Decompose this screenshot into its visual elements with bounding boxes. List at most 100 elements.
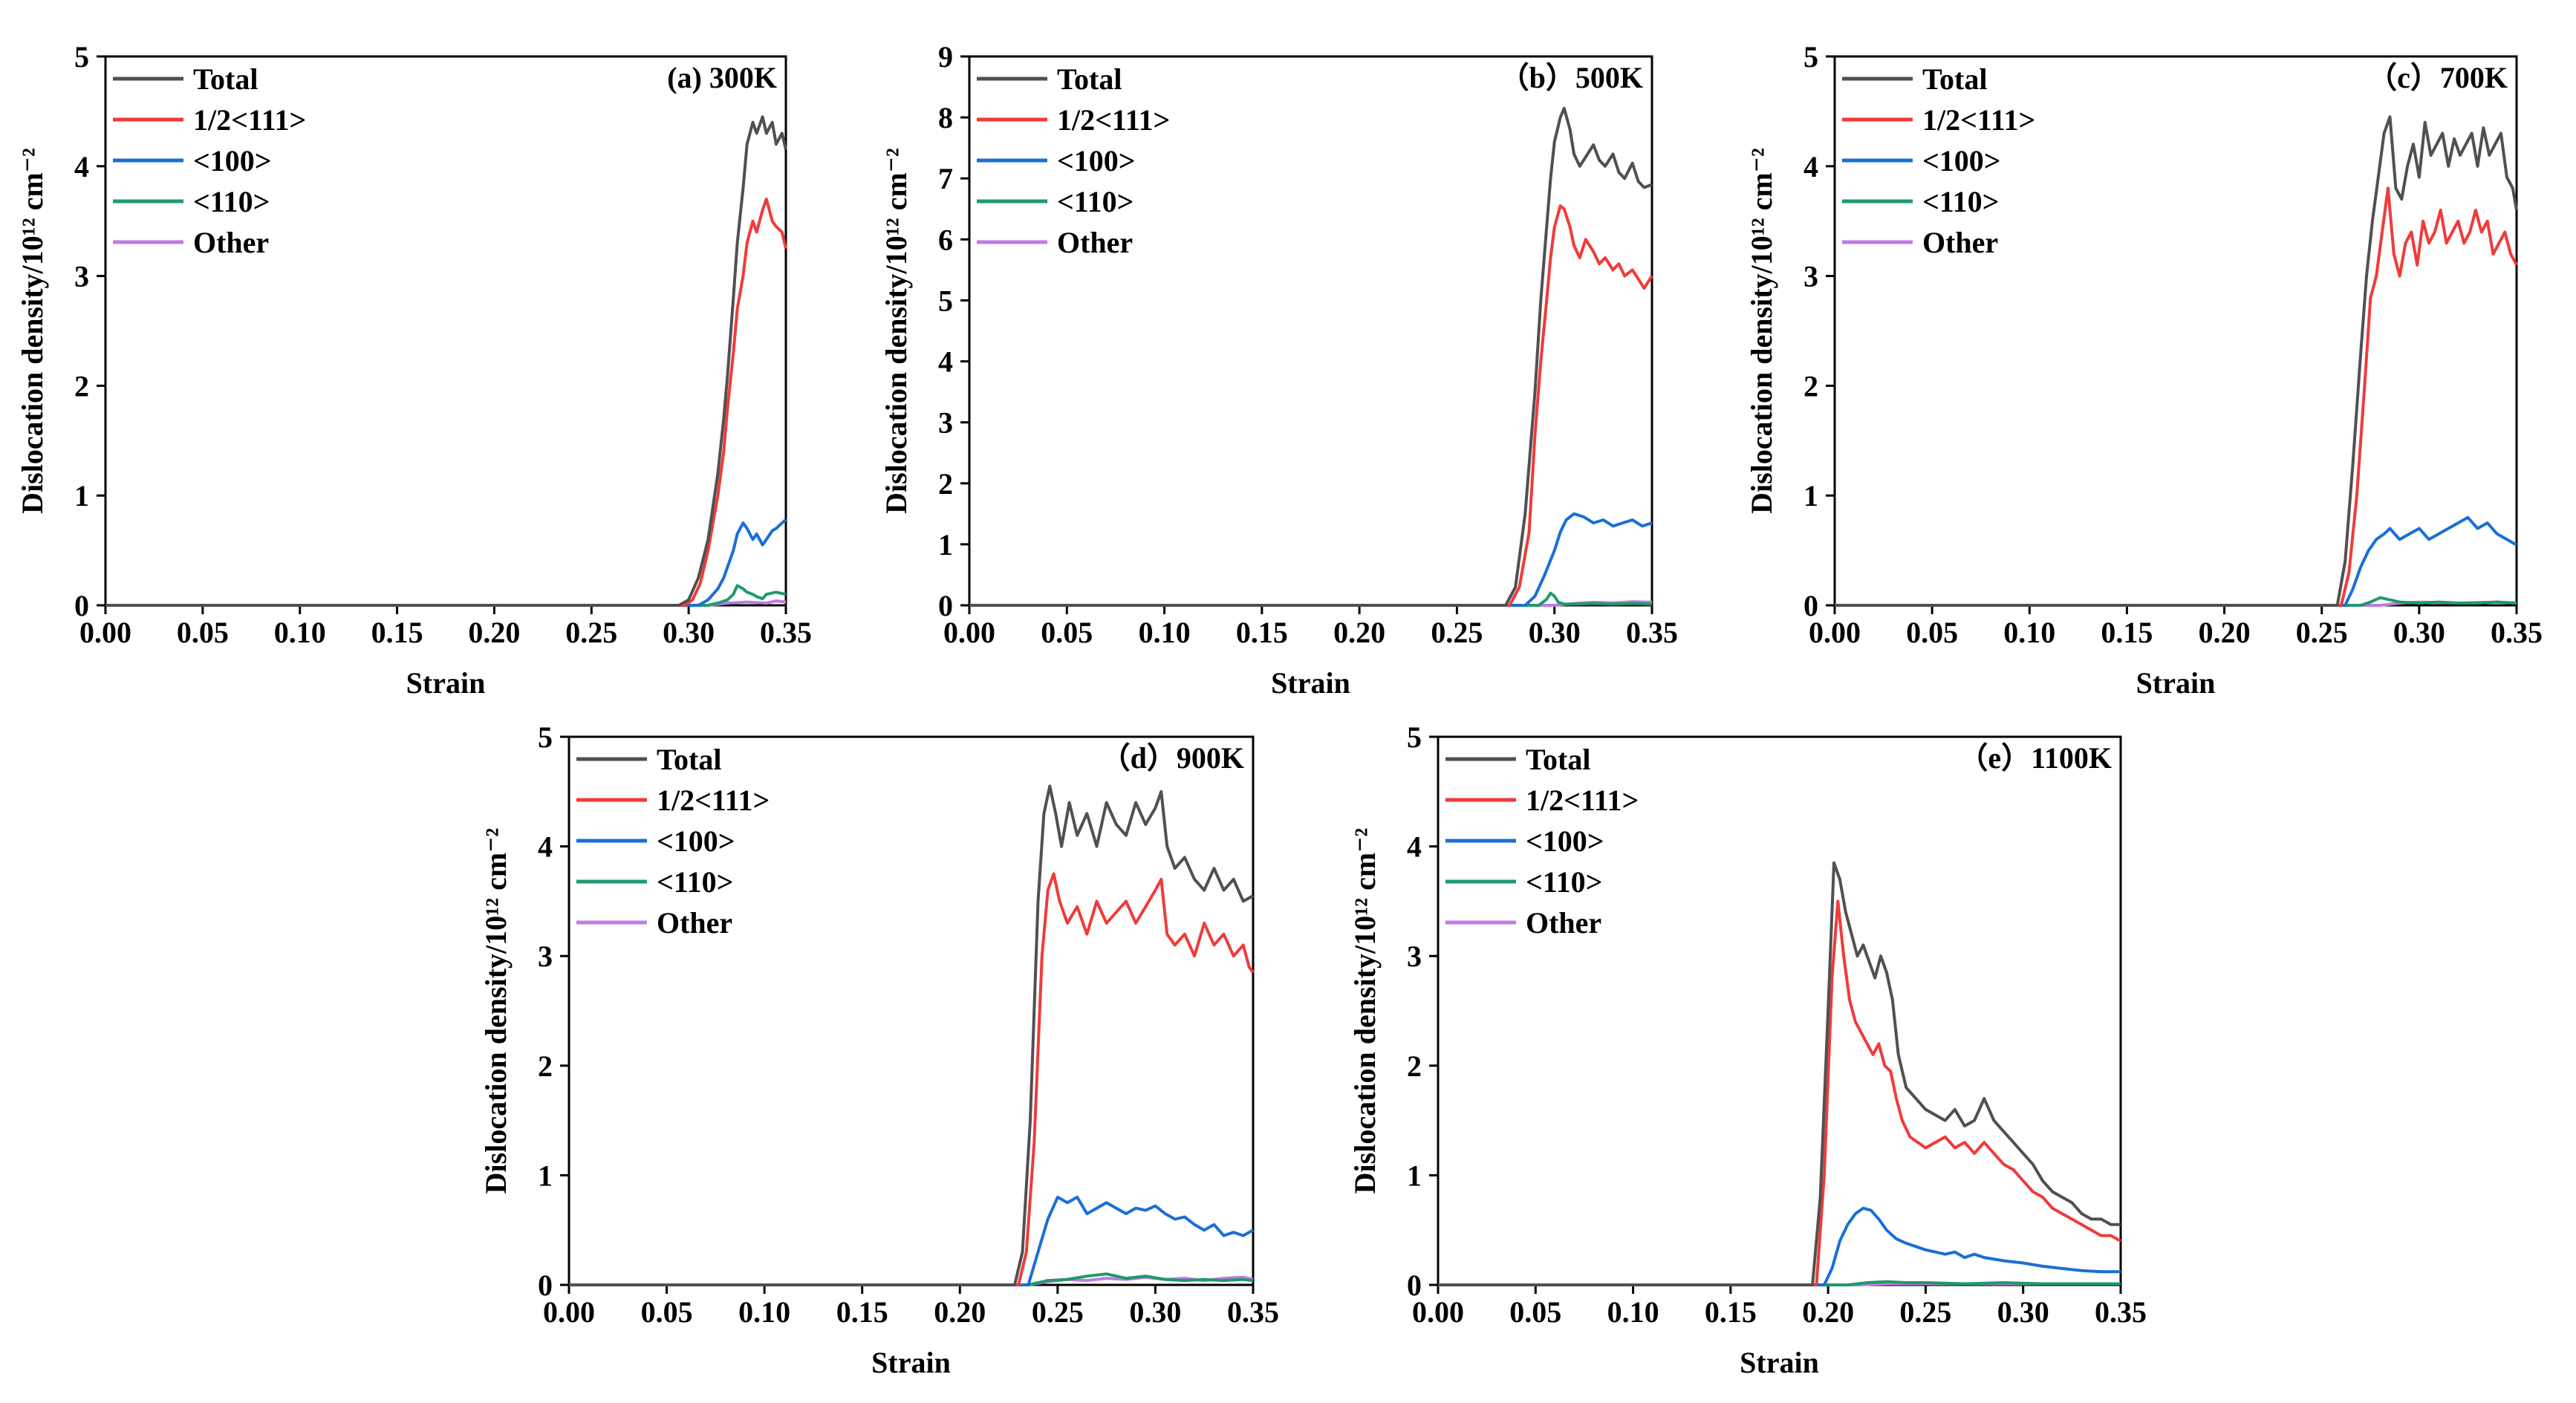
y-tick-label: 3 (74, 260, 89, 293)
legend-label-other: Other (1526, 906, 1601, 940)
x-tick-label: 0.30 (1129, 1295, 1181, 1329)
x-axis-label: Strain (1271, 666, 1350, 700)
y-tick-label: 5 (538, 720, 553, 754)
y-tick-label: 2 (938, 467, 953, 501)
legend-label-100: <100> (1526, 824, 1604, 858)
x-tick-label: 0.05 (1906, 616, 1958, 649)
y-axis-label: Dislocation density/10¹² cm⁻² (479, 828, 513, 1194)
y-tick-label: 1 (1407, 1159, 1422, 1192)
panel-b: 0.00 0.05 0.10 0.15 0.20 0.25 0.30 0.35 0 1 2 3 4 5 6 7… (879, 40, 1678, 700)
series-line-100 (1835, 515, 2517, 607)
x-tick-label: 0.00 (943, 616, 995, 649)
series-line-100 (569, 1195, 1254, 1286)
x-tick-label: 0.15 (371, 616, 423, 649)
x-tick-label: 0.20 (1333, 616, 1385, 649)
panel-title: （d）900K (1101, 741, 1244, 775)
legend-label-100: <100> (193, 144, 272, 178)
series-line-110 (1438, 1280, 2121, 1286)
y-tick-label: 0 (1803, 589, 1818, 622)
x-axis-label: Strain (871, 1346, 951, 1379)
legend-label-1-2-111: 1/2<111> (193, 103, 306, 137)
x-tick-label: 0.00 (79, 616, 131, 649)
y-tick-label: 1 (538, 1159, 553, 1192)
x-axis-label: Strain (2136, 666, 2216, 700)
x-tick-label: 0.10 (1607, 1295, 1659, 1329)
legend-label-100: <100> (1057, 144, 1136, 178)
series-line-1-2-111 (1835, 186, 2518, 607)
legend-label-total: Total (1057, 62, 1122, 96)
x-tick-label: 0.35 (760, 616, 812, 649)
y-tick-label: 5 (74, 40, 89, 74)
x-tick-label: 0.15 (1705, 1295, 1757, 1329)
x-tick-label: 0.20 (934, 1295, 986, 1329)
x-axis-label: Strain (406, 666, 486, 700)
legend-label-total: Total (1922, 62, 1987, 96)
legend-label-110: <110> (193, 185, 270, 218)
legend-label-other: Other (1057, 226, 1133, 259)
y-tick-label: 5 (938, 284, 953, 317)
series-line-110 (105, 584, 787, 607)
axes-frame (1833, 55, 2518, 607)
x-tick-label: 0.25 (565, 616, 617, 649)
x-tick-label: 0.00 (543, 1295, 595, 1329)
legend-label-100: <100> (657, 824, 735, 858)
x-tick-label: 0.25 (1032, 1295, 1084, 1329)
x-tick-label: 0.05 (1509, 1295, 1561, 1329)
y-tick-label: 3 (1803, 260, 1818, 293)
y-tick-label: 2 (538, 1049, 553, 1083)
x-tick-label: 0.10 (738, 1295, 790, 1329)
x-tick-label: 0.25 (1431, 616, 1483, 649)
panel-a: 0.00 0.05 0.10 0.15 0.20 0.25 0.30 0.35 0 1 2 3 4 5 St… (16, 40, 812, 700)
y-axis-label: Dislocation density/10¹² cm⁻² (879, 148, 913, 514)
y-tick-label: 1 (938, 528, 953, 561)
legend-label-100: <100> (1922, 144, 2001, 178)
y-tick-label: 9 (938, 40, 953, 74)
series-line-100 (969, 512, 1653, 607)
x-tick-label: 0.20 (468, 616, 520, 649)
x-axis-label: Strain (1740, 1346, 1819, 1379)
x-tick-label: 0.05 (177, 616, 229, 649)
y-tick-label: 3 (1407, 940, 1422, 973)
x-tick-label: 0.25 (1899, 1295, 1951, 1329)
x-tick-label: 0.15 (836, 1295, 888, 1329)
panel-c: 0.00 0.05 0.10 0.15 0.20 0.25 0.30 0.35 0 1 2 3 4 5 St… (1745, 40, 2543, 700)
y-tick-label: 4 (74, 150, 89, 183)
y-tick-label: 0 (1407, 1269, 1422, 1302)
legend-label-110: <110> (1922, 185, 1999, 218)
y-tick-label: 5 (1803, 40, 1818, 74)
legend-label-other: Other (1922, 226, 1998, 259)
x-tick-label: 0.10 (2003, 616, 2055, 649)
x-tick-label: 0.15 (2101, 616, 2153, 649)
y-tick-label: 5 (1407, 720, 1422, 754)
y-tick-label: 4 (1407, 830, 1422, 864)
panel-e: 0.00 0.05 0.10 0.15 0.20 0.25 0.30 0.35 0 1 2 3 4 5 St… (1348, 720, 2147, 1379)
x-tick-label: 0.30 (2393, 616, 2445, 649)
series-line-1-2-111 (105, 198, 787, 607)
x-tick-label: 0.00 (1809, 616, 1861, 649)
y-tick-label: 1 (1803, 479, 1818, 512)
panel-title: （e）1100K (1958, 741, 2112, 775)
axes-frame (1437, 735, 2122, 1286)
legend-label-total: Total (657, 743, 721, 776)
x-tick-label: 0.20 (1802, 1295, 1854, 1329)
series-line-1-2-111 (969, 204, 1653, 607)
y-axis-label: Dislocation density/10¹² cm⁻² (16, 148, 49, 514)
y-tick-label: 7 (938, 162, 953, 195)
y-tick-label: 4 (538, 830, 553, 864)
series-line-110 (569, 1272, 1254, 1286)
y-tick-label: 0 (538, 1269, 553, 1302)
series-line-1-2-111 (569, 872, 1255, 1286)
series-line-total (105, 115, 787, 607)
axes-frame (104, 55, 787, 607)
panel-title: （b）500K (1500, 61, 1643, 94)
x-tick-label: 0.30 (663, 616, 715, 649)
legend-label-other: Other (193, 226, 269, 259)
x-tick-label: 0.35 (1227, 1295, 1279, 1329)
y-tick-label: 8 (938, 101, 953, 134)
y-tick-label: 3 (938, 406, 953, 440)
legend-label-1-2-111: 1/2<111> (1057, 103, 1170, 137)
y-tick-label: 2 (1407, 1049, 1422, 1083)
legend-label-1-2-111: 1/2<111> (1526, 784, 1639, 817)
series-line-100 (105, 518, 787, 607)
y-tick-label: 2 (74, 369, 89, 403)
